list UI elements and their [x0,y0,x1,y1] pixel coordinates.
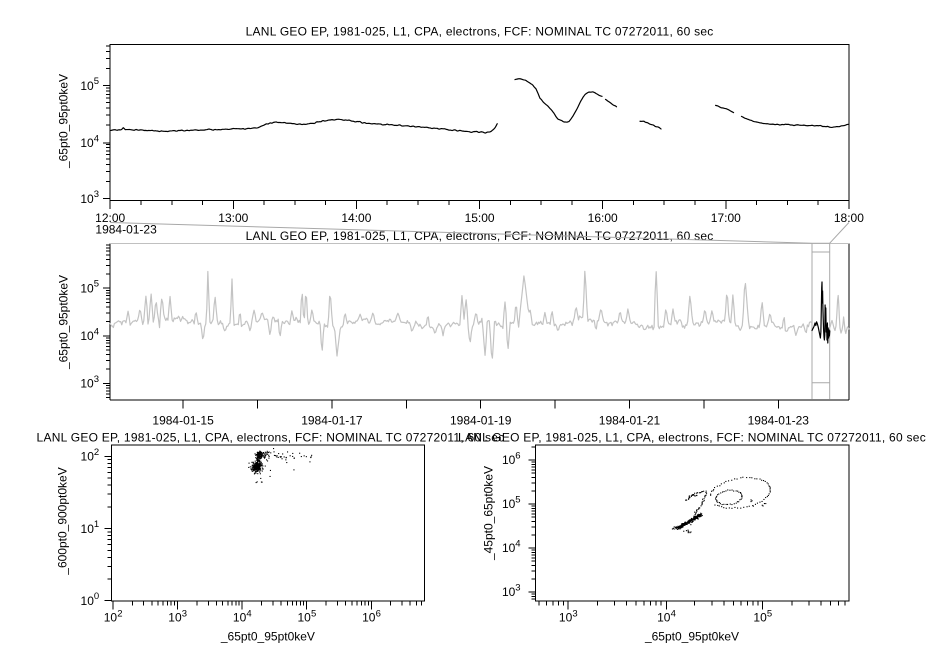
svg-text:10: 10 [104,611,118,625]
svg-text:_65pt0_95pt0keV: _65pt0_95pt0keV [644,630,739,644]
svg-text:6: 6 [376,608,381,619]
svg-text:5: 5 [515,495,520,506]
svg-text:10: 10 [559,611,573,625]
svg-text:13:00: 13:00 [218,211,248,225]
svg-text:4: 4 [94,133,99,144]
svg-text:_65pt0_95pt0keV: _65pt0_95pt0keV [220,630,315,644]
svg-text:10: 10 [81,522,95,536]
svg-text:10: 10 [502,541,516,555]
svg-text:LANL GEO EP, 1981-025, L1, CPA: LANL GEO EP, 1981-025, L1, CPA, electron… [37,431,505,445]
svg-text:10: 10 [753,611,767,625]
svg-text:5: 5 [767,608,772,619]
svg-text:4: 4 [246,608,251,619]
svg-text:5: 5 [311,608,316,619]
svg-text:15:00: 15:00 [465,211,495,225]
svg-text:3: 3 [94,189,99,200]
svg-text:10: 10 [80,136,94,150]
svg-text:10: 10 [502,453,516,467]
svg-text:10: 10 [80,281,94,295]
svg-text:1: 1 [94,519,99,530]
svg-text:3: 3 [515,583,520,594]
svg-text:10: 10 [80,192,94,206]
svg-text:1984-01-17: 1984-01-17 [301,414,363,428]
svg-text:0: 0 [94,591,99,602]
svg-text:3: 3 [572,608,577,619]
svg-text:4: 4 [671,608,676,619]
svg-text:10: 10 [233,611,247,625]
svg-text:LANL GEO EP, 1981-025, L1, CPA: LANL GEO EP, 1981-025, L1, CPA, electron… [246,229,714,243]
svg-text:_600pt0_900pt0keV: _600pt0_900pt0keV [56,467,70,575]
svg-text:10: 10 [362,611,376,625]
svg-text:1984-01-15: 1984-01-15 [152,414,214,428]
svg-text:1984-01-23: 1984-01-23 [748,414,810,428]
svg-text:10: 10 [502,585,516,599]
svg-text:3: 3 [182,608,187,619]
svg-text:2: 2 [117,608,122,619]
svg-text:_45pt0_65pt0keV: _45pt0_65pt0keV [482,466,496,561]
svg-text:10: 10 [81,450,95,464]
svg-text:1984-01-23: 1984-01-23 [95,223,157,237]
svg-text:17:00: 17:00 [711,211,741,225]
svg-text:10: 10 [80,377,94,391]
svg-text:4: 4 [515,539,520,550]
svg-text:5: 5 [94,76,99,87]
svg-text:14:00: 14:00 [341,211,371,225]
svg-text:5: 5 [94,279,99,290]
svg-text:_65pt0_95pt0keV: _65pt0_95pt0keV [57,74,71,169]
svg-text:6: 6 [515,451,520,462]
svg-text:10: 10 [81,594,95,608]
svg-text:_65pt0_95pt0keV: _65pt0_95pt0keV [57,275,71,370]
svg-text:10: 10 [80,79,94,93]
svg-text:LANL GEO EP, 1981-025, L1, CPA: LANL GEO EP, 1981-025, L1, CPA, electron… [246,25,714,39]
svg-text:4: 4 [94,326,99,337]
svg-text:10: 10 [168,611,182,625]
svg-text:16:00: 16:00 [588,211,618,225]
svg-text:18:00: 18:00 [834,211,864,225]
svg-text:3: 3 [94,374,99,385]
svg-text:1984-01-19: 1984-01-19 [450,414,512,428]
svg-text:10: 10 [657,611,671,625]
svg-text:1984-01-21: 1984-01-21 [599,414,661,428]
svg-text:12:00: 12:00 [95,211,125,225]
svg-text:10: 10 [298,611,312,625]
svg-text:10: 10 [80,329,94,343]
svg-text:10: 10 [502,497,516,511]
svg-text:LANL GEO EP, 1981-025, L1, CPA: LANL GEO EP, 1981-025, L1, CPA, electron… [458,431,926,445]
svg-text:2: 2 [94,447,99,458]
